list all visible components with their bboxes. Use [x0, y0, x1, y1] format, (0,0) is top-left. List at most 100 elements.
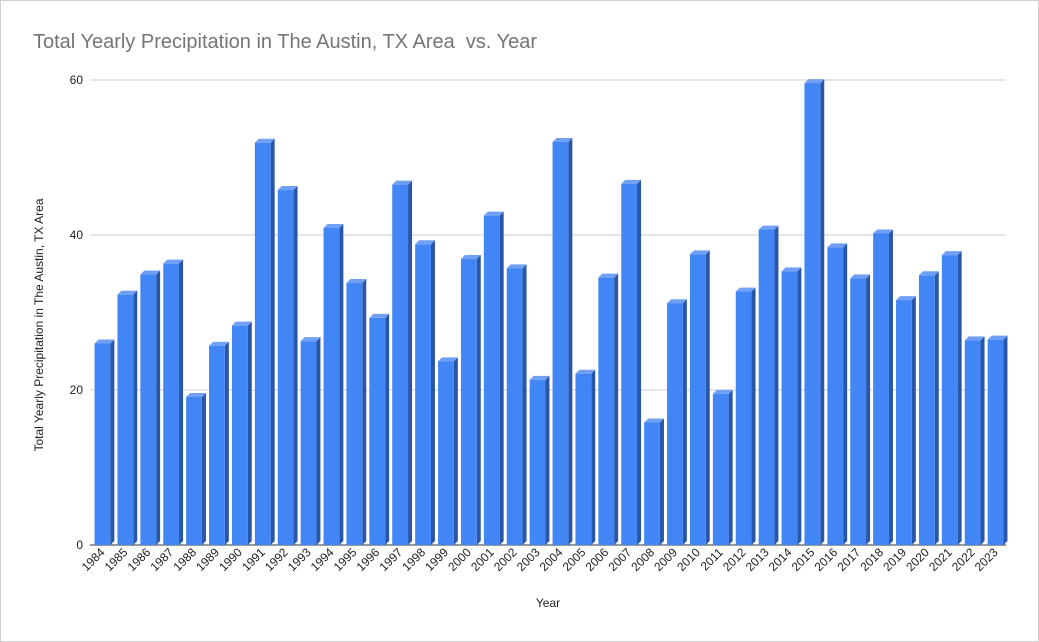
bar-side	[957, 251, 962, 545]
bar-front	[506, 268, 523, 545]
bar-top	[186, 392, 206, 397]
bar-top	[254, 138, 275, 143]
bar-side	[408, 180, 413, 545]
bar-top	[575, 369, 596, 374]
bar	[346, 279, 367, 545]
bar-top	[896, 296, 916, 301]
bar-top	[346, 279, 367, 284]
bar-side	[728, 389, 733, 545]
bar-front	[644, 422, 660, 545]
bar	[735, 287, 756, 545]
bar-top	[300, 337, 321, 342]
bar	[827, 243, 848, 545]
x-tick-label: 2019	[880, 545, 909, 574]
x-tick-label: 2005	[560, 545, 589, 574]
bar-front	[781, 271, 798, 545]
x-tick-label: 2023	[972, 545, 1001, 574]
bar-front	[575, 373, 592, 545]
x-tick-label: 2004	[537, 545, 566, 574]
bar	[575, 369, 596, 545]
bar-side	[453, 357, 458, 545]
bar	[140, 270, 161, 545]
bar-front	[850, 278, 867, 545]
x-tick-label: 1996	[354, 545, 383, 574]
bar-front	[918, 275, 935, 545]
x-tick-label: 2018	[857, 545, 886, 574]
bar-front	[987, 339, 1004, 545]
bar	[163, 259, 184, 545]
bar	[415, 240, 435, 546]
bar	[850, 274, 871, 545]
bar-top	[529, 375, 550, 380]
bar-side	[293, 186, 298, 546]
bar-front	[804, 83, 821, 545]
bar-top	[140, 270, 161, 275]
bar-side	[934, 271, 939, 545]
bar	[712, 389, 733, 545]
bar-side	[385, 313, 390, 545]
x-tick-label: 2020	[903, 545, 932, 574]
bar-front	[667, 303, 683, 545]
bars	[94, 79, 1008, 546]
bar	[186, 392, 206, 545]
bar-front	[186, 396, 202, 545]
bar-top	[117, 290, 138, 295]
bar	[987, 335, 1008, 545]
bar-top	[483, 211, 504, 216]
bar-top	[438, 357, 458, 362]
bar-top	[323, 224, 344, 229]
bar-top	[689, 250, 710, 255]
bar-top	[804, 79, 825, 84]
bar-side	[774, 225, 779, 545]
bar-top	[277, 186, 298, 191]
bar	[460, 255, 481, 545]
bar	[621, 179, 642, 545]
bar-side	[430, 240, 435, 546]
bar	[277, 186, 298, 546]
y-tick-label: 20	[70, 383, 84, 397]
bar-front	[163, 263, 180, 545]
bar-front	[529, 379, 546, 545]
bar-side	[591, 369, 596, 545]
bar-side	[476, 255, 481, 545]
x-tick-label: 2010	[674, 545, 703, 574]
bar-side	[614, 273, 619, 545]
x-tick-label: 2007	[605, 545, 634, 574]
x-tick-label: 2021	[926, 545, 955, 574]
bar-side	[1003, 335, 1008, 545]
bar-side	[705, 250, 710, 545]
bar	[392, 180, 413, 545]
bar-front	[735, 291, 752, 545]
x-tick-label: 2003	[514, 545, 543, 574]
x-tick-label: 2001	[468, 545, 497, 574]
x-tick-label: 2000	[445, 545, 474, 574]
bar-side	[568, 138, 573, 545]
x-tick-label: 2006	[583, 545, 612, 574]
x-tick-label: 1993	[285, 545, 314, 574]
x-tick-label: 1997	[376, 545, 405, 574]
x-tick-label: 1991	[239, 545, 268, 574]
bar	[506, 264, 527, 545]
bar-side	[224, 341, 229, 545]
bar-side	[980, 336, 985, 545]
bar-front	[827, 247, 844, 545]
bar	[781, 267, 802, 545]
bar-side	[682, 299, 687, 545]
x-tick-label: 1989	[193, 545, 222, 574]
bar	[529, 375, 550, 545]
bar-side	[866, 274, 871, 545]
bar	[209, 341, 229, 545]
bar-front	[369, 317, 386, 545]
bar	[231, 321, 252, 545]
bar-top	[735, 287, 756, 292]
bar-top	[873, 229, 893, 234]
bar-top	[758, 225, 779, 230]
bar-front	[323, 228, 340, 545]
x-tick-label: 1985	[102, 545, 131, 574]
bar-front	[552, 142, 569, 545]
bar	[644, 418, 664, 545]
y-tick-label: 0	[76, 538, 83, 552]
bar-front	[117, 294, 134, 545]
x-tick-label: 2002	[491, 545, 520, 574]
